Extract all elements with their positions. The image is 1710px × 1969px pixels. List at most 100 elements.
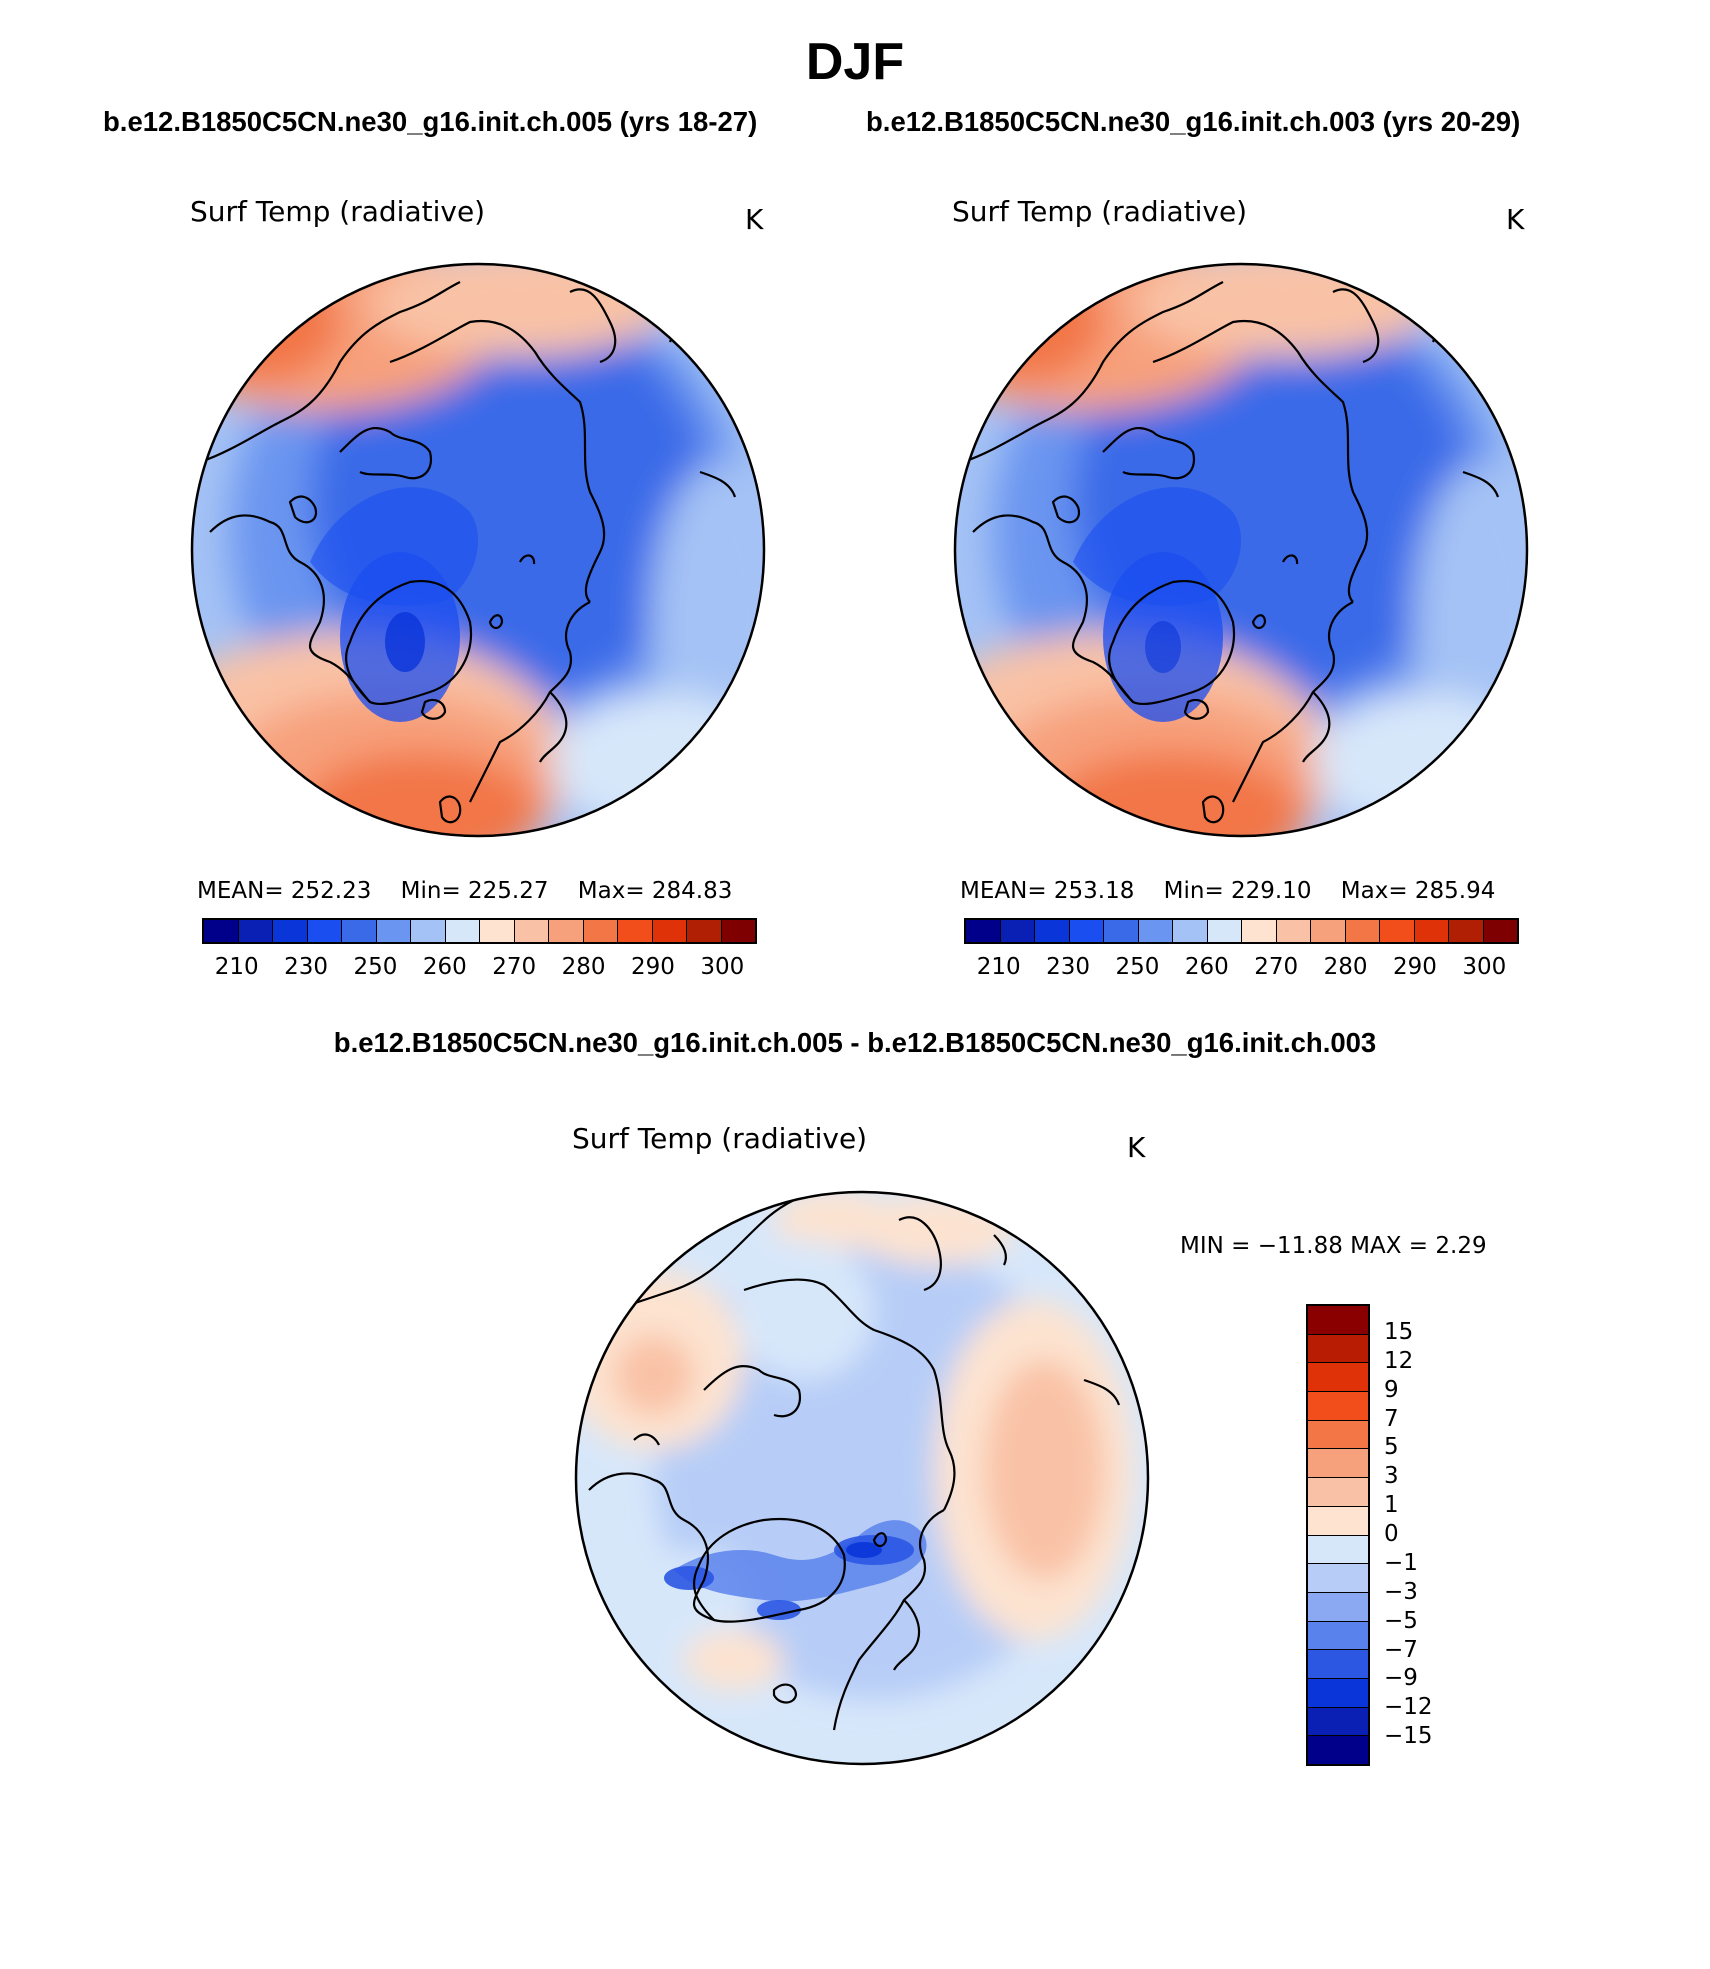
colorbar-box (1276, 920, 1311, 942)
colorbar-box (1308, 1678, 1368, 1708)
panel1-colorbar-boxes (202, 918, 757, 944)
colorbar-tick-label: 7 (1384, 1405, 1399, 1432)
colorbar-box (1308, 1478, 1368, 1507)
diff-title: b.e12.B1850C5CN.ne30_g16.init.ch.005 - b… (333, 1027, 1377, 1058)
panel2-min: Min= 229.10 (1163, 878, 1312, 904)
colorbar-box (1311, 920, 1346, 942)
colorbar-tick-label: 230 (284, 954, 329, 980)
colorbar-box (376, 920, 411, 942)
diff-variable: Surf Temp (radiative) (572, 1122, 868, 1155)
panel2-colorbar-ticks: 210 230 250 260 270 280 290 300 (964, 954, 1519, 984)
colorbar-tick-label: 15 (1384, 1318, 1414, 1345)
colorbar-tick-label: 210 (214, 954, 259, 980)
colorbar-box (411, 920, 446, 942)
colorbar-box (1308, 1306, 1368, 1335)
colorbar-tick-label: −9 (1384, 1665, 1418, 1692)
colorbar-tick-label: 12 (1384, 1347, 1414, 1374)
colorbar-box (1308, 1363, 1368, 1393)
colorbar-box (1308, 1736, 1368, 1764)
colorbar-box (238, 920, 273, 942)
colorbar-tick-label: 250 (1115, 954, 1160, 980)
colorbar-box (1308, 1707, 1368, 1737)
panel1-colorbar-ticks: 210 230 250 260 270 280 290 300 (202, 954, 757, 984)
colorbar-tick-label: 3 (1384, 1463, 1399, 1490)
colorbar-tick-label: 250 (353, 954, 398, 980)
colorbar-box (1138, 920, 1173, 942)
panel2-units: K (1506, 203, 1525, 236)
colorbar-box (445, 920, 480, 942)
colorbar-box (1483, 920, 1517, 942)
colorbar-box (342, 920, 377, 942)
panel1-units: K (745, 203, 764, 236)
diff-minmax: MIN = −11.88 MAX = 2.29 (1180, 1233, 1487, 1259)
colorbar-box (1069, 920, 1104, 942)
colorbar-box (1345, 920, 1380, 942)
colorbar-box (1308, 1392, 1368, 1421)
colorbar-tick-label: −7 (1384, 1636, 1418, 1663)
panel2-mean: MEAN= 253.18 (960, 878, 1135, 904)
colorbar-tick-label: 1 (1384, 1492, 1399, 1519)
colorbar-box (307, 920, 342, 942)
colorbar-box (1308, 1621, 1368, 1651)
colorbar-box (1380, 920, 1415, 942)
colorbar-tick-label: 5 (1384, 1434, 1399, 1461)
colorbar-box (549, 920, 584, 942)
colorbar-box (1308, 1420, 1368, 1450)
colorbar-tick-label: 270 (1254, 954, 1299, 980)
colorbar-box (1414, 920, 1449, 942)
colorbar-box (1000, 920, 1035, 942)
panel2-max: Max= 285.94 (1340, 878, 1496, 904)
colorbar-box (1242, 920, 1277, 942)
colorbar-box (1308, 1650, 1368, 1679)
diff-colorbar-boxes (1306, 1304, 1370, 1766)
colorbar-tick-label: 9 (1384, 1376, 1399, 1403)
colorbar-box (1308, 1592, 1368, 1622)
colorbar-box (273, 920, 308, 942)
panel2-variable: Surf Temp (radiative) (952, 195, 1248, 228)
panel1-mean: MEAN= 252.23 (197, 878, 372, 904)
panel1-map (190, 262, 766, 838)
colorbar-tick-label: −15 (1384, 1723, 1433, 1750)
figure-title: DJF (805, 33, 905, 91)
colorbar-box (1308, 1564, 1368, 1593)
panel1-stats: MEAN= 252.23 Min= 225.27 Max= 284.83 (197, 878, 732, 904)
diff-units: K (1127, 1131, 1146, 1164)
panel1-variable: Surf Temp (radiative) (190, 195, 486, 228)
colorbar-tick-label: 280 (561, 954, 606, 980)
colorbar-box (1308, 1506, 1368, 1536)
colorbar-tick-label: 210 (976, 954, 1021, 980)
colorbar-box (721, 920, 755, 942)
colorbar-box (1104, 920, 1139, 942)
colorbar-box (966, 920, 1001, 942)
colorbar-tick-label: 270 (492, 954, 537, 980)
colorbar-box (480, 920, 515, 942)
colorbar-tick-label: 260 (422, 954, 467, 980)
colorbar-box (1207, 920, 1242, 942)
colorbar-tick-label: 230 (1046, 954, 1091, 980)
case-title-left: b.e12.B1850C5CN.ne30_g16.init.ch.005 (yr… (103, 106, 758, 137)
colorbar-box (1308, 1334, 1368, 1364)
colorbar-box (1449, 920, 1484, 942)
panel1-colorbar (202, 918, 757, 944)
colorbar-tick-label: 260 (1184, 954, 1229, 980)
colorbar-box (204, 920, 239, 942)
colorbar-tick-label: −12 (1384, 1694, 1433, 1721)
colorbar-box (687, 920, 722, 942)
colorbar-tick-label: 0 (1384, 1521, 1399, 1547)
panel2-map (953, 262, 1529, 838)
panel1-max: Max= 284.83 (577, 878, 733, 904)
colorbar-tick-label: −1 (1384, 1549, 1418, 1576)
panel1-min: Min= 225.27 (400, 878, 549, 904)
colorbar-tick-label: 300 (1462, 954, 1507, 980)
colorbar-tick-label: −5 (1384, 1607, 1418, 1634)
colorbar-box (514, 920, 549, 942)
panel2-colorbar-boxes (964, 918, 1519, 944)
colorbar-box (1035, 920, 1070, 942)
colorbar-box (618, 920, 653, 942)
colorbar-tick-label: 300 (700, 954, 745, 980)
colorbar-box (1173, 920, 1208, 942)
colorbar-box (652, 920, 687, 942)
panel2-stats: MEAN= 253.18 Min= 229.10 Max= 285.94 (960, 878, 1495, 904)
diff-colorbar (1306, 1304, 1370, 1766)
colorbar-tick-label: 290 (630, 954, 675, 980)
